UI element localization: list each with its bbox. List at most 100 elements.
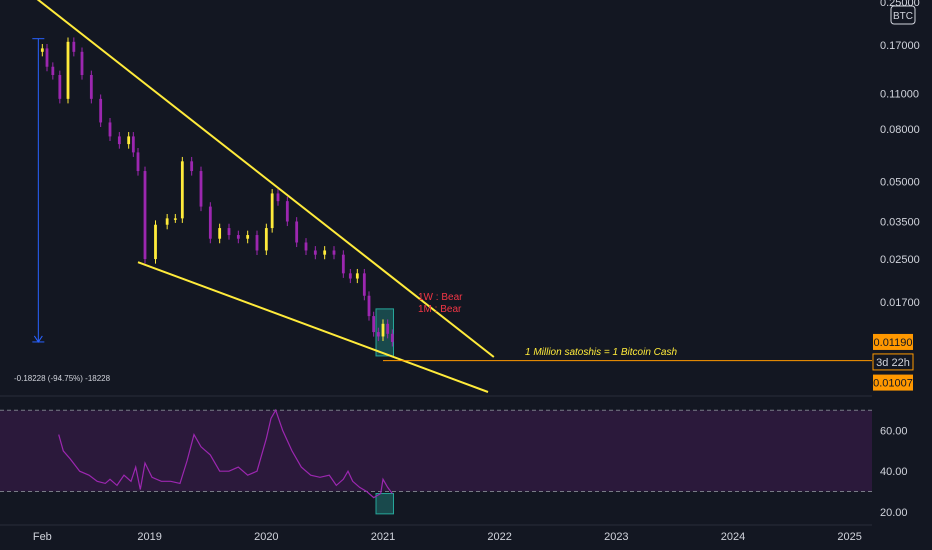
candle[interactable] [165,213,169,230]
candle[interactable] [386,319,390,339]
candle[interactable] [295,217,299,248]
candle[interactable] [99,94,103,127]
candle[interactable] [72,37,76,57]
candle[interactable] [246,230,250,244]
candle-body [276,193,280,202]
candle-body [218,228,222,239]
countdown-badge[interactable]: 3d 22h [872,353,914,371]
time-tick-label: 2019 [137,531,161,543]
countdown-badge-bg [872,353,914,371]
currency-badge[interactable]: BTC [890,5,916,25]
trendline-lower[interactable] [137,261,489,393]
candle[interactable] [143,166,147,264]
candle[interactable] [381,319,385,342]
candle[interactable] [255,230,259,256]
candle[interactable] [276,189,280,206]
rsi-pane[interactable] [0,408,872,515]
candle-body [323,250,327,255]
candle[interactable] [58,70,62,104]
rsi-line[interactable] [58,408,393,499]
time-tick-label: 2024 [721,531,745,543]
candle[interactable] [390,329,394,347]
last-price-badge[interactable]: 0.01190 [873,333,913,350]
candle[interactable] [127,132,131,149]
candle[interactable] [332,246,336,260]
candle-body [117,136,121,145]
candle[interactable] [227,223,231,240]
candle[interactable] [367,291,371,321]
candle[interactable] [218,223,222,244]
candle[interactable] [236,230,240,244]
price-tick-label: 0.17000 [880,40,920,52]
candle[interactable] [362,268,366,301]
candle-body [362,273,366,296]
candle[interactable] [131,132,135,157]
candle-body [246,235,250,239]
candle[interactable] [51,62,55,80]
candle-body [236,235,240,239]
rsi-axis[interactable]: 60.00 40.00 20.00 [880,426,908,519]
time-axis[interactable]: Feb 2019 2020 2021 2022 2023 2024 2025 [0,524,872,543]
candle[interactable] [355,268,359,284]
candle[interactable] [40,44,44,57]
candle[interactable] [66,37,70,104]
trendline-upper[interactable] [35,0,495,358]
price-axis[interactable]: 0.25000 0.17000 0.11000 0.08000 0.05000 0.035… [872,0,920,391]
candle-body [348,273,352,279]
candle-body [89,75,93,99]
price-tick-label: 0.11000 [880,89,919,101]
candle[interactable] [348,268,352,284]
rsi-highlight-zone [375,493,394,515]
candle[interactable] [199,166,203,212]
candle-body [255,235,259,251]
candle[interactable] [117,132,121,149]
candle-body [80,51,84,76]
candle[interactable] [372,311,376,337]
candle-body [270,193,274,229]
candle[interactable] [136,148,140,176]
candle-body [58,75,62,99]
candle-body [376,332,380,337]
time-tick-label: 2022 [487,531,511,543]
candle[interactable] [264,223,268,256]
candle[interactable] [80,47,84,80]
candle-body [99,98,103,123]
candle[interactable] [341,250,345,278]
candle[interactable] [285,196,289,227]
measure-label: -0.18228 (-94.75%) -18228 [14,374,111,383]
candle-body [355,273,359,279]
candle[interactable] [89,70,93,104]
candle-body [66,41,70,99]
reference-price-badge[interactable]: 0.01007 [873,374,913,391]
candle[interactable] [190,156,194,176]
candle-body [372,316,376,333]
candle-body [199,171,203,207]
candle[interactable] [304,238,308,256]
rsi-tick-label: 60.00 [880,426,908,438]
candle[interactable] [45,44,49,72]
last-price-badge-bg [873,333,913,350]
candle[interactable] [173,213,177,223]
candle-body [127,136,131,145]
candle-body [264,228,268,251]
candle-body [143,171,147,260]
candle[interactable] [180,156,184,223]
price-tick-label: 0.01700 [880,297,920,309]
candle[interactable] [108,118,112,141]
candle-body [45,48,49,67]
price-pane[interactable] [32,0,872,393]
candle[interactable] [323,246,327,260]
candle[interactable] [313,246,317,260]
candle[interactable] [270,189,274,233]
candle-body [304,242,308,251]
candle-body [313,250,317,255]
candle[interactable] [208,202,212,244]
candle-body [367,295,371,317]
candle[interactable] [376,327,380,342]
time-tick-label: 2021 [371,531,395,543]
candle[interactable] [154,220,157,264]
candle-body [72,41,76,52]
highlight-zone [375,308,394,357]
candle-body [180,161,184,219]
